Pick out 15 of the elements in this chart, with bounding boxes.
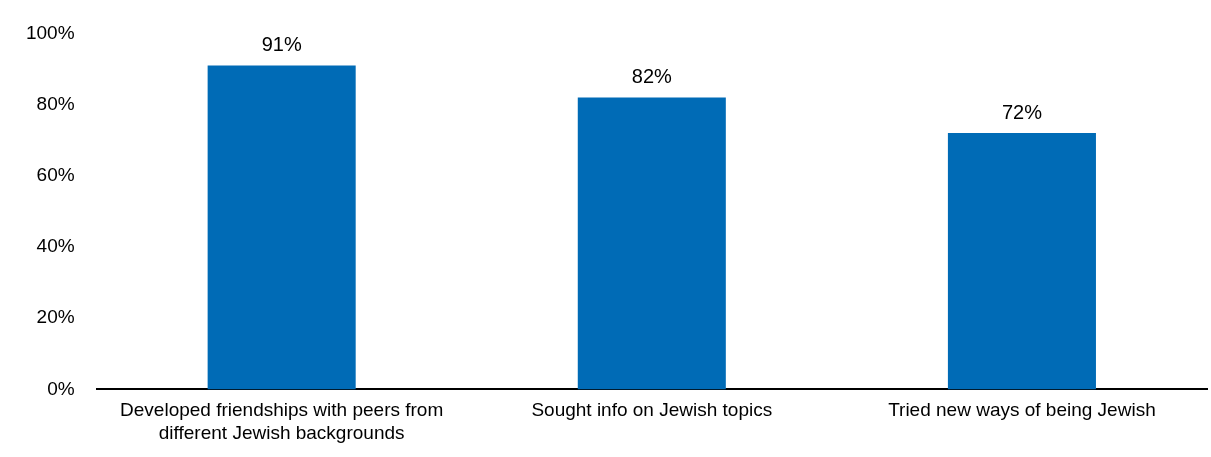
bar [207, 65, 356, 390]
y-tick-label: 40% [36, 235, 75, 257]
y-tick-label: 20% [36, 306, 75, 328]
x-tick-label: Tried new ways of being Jewish [888, 399, 1156, 421]
y-tick-label: 60% [36, 164, 75, 186]
y-tick-label: 0% [47, 377, 75, 399]
y-tick-label: 100% [25, 21, 75, 43]
x-tick-label: Developed friendships with peers from different Jewish backgrounds [120, 399, 444, 443]
data-label: 91% [261, 32, 302, 55]
bar [947, 133, 1096, 390]
bar [577, 97, 726, 390]
data-label: 82% [631, 65, 673, 87]
data-label: 72% [1001, 100, 1043, 123]
y-tick-label: 80% [36, 92, 75, 114]
x-tick-label: Sought info on Jewish topics [531, 399, 773, 421]
